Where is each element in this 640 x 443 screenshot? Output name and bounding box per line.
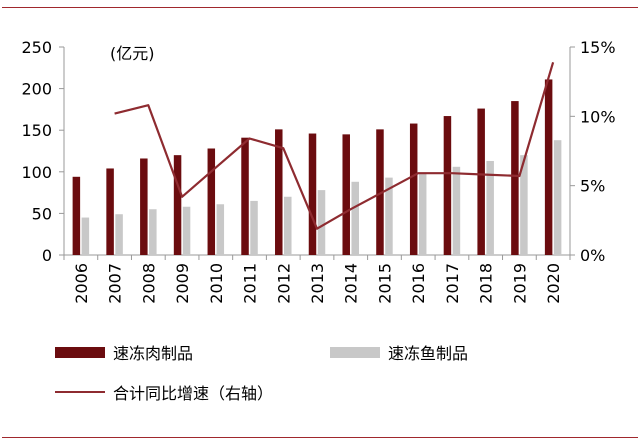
bar-fish [553, 140, 562, 255]
growth-line-layer [114, 61, 555, 230]
y-left-tick-label: 100 [21, 163, 52, 182]
x-tick-label: 2007 [106, 263, 125, 304]
x-tick-label: 2018 [477, 263, 496, 304]
bottom-rule [2, 437, 638, 438]
bar-fish [452, 166, 461, 255]
bar-fish [149, 209, 157, 255]
bar-meat [241, 137, 249, 255]
bar-fish [250, 200, 258, 255]
legend-label-growth: 合计同比增速（右轴） [113, 384, 274, 403]
legend-item-growth: 合计同比增速（右轴） [55, 380, 273, 404]
bar-fish [486, 160, 494, 255]
growth-line [114, 61, 555, 230]
y-right-tick-label: 10% [580, 107, 616, 126]
x-tick-label: 2017 [443, 263, 462, 304]
bar-meat [443, 116, 452, 255]
legend-label-meat: 速冻肉制品 [113, 344, 194, 363]
bar-meat [511, 101, 519, 255]
bar-meat [207, 148, 216, 255]
bar-fish [115, 214, 123, 255]
x-tick-label: 2006 [72, 263, 91, 304]
bar-meat [72, 176, 81, 255]
bar-meat [173, 155, 182, 255]
bar-fish [216, 204, 225, 255]
legend-swatch-fish [330, 346, 380, 358]
bar-meat [275, 129, 283, 255]
x-tick-label: 2020 [544, 263, 563, 304]
y-left-tick-label: 0 [42, 246, 52, 265]
x-tick-label: 2008 [139, 263, 158, 304]
y-right-tick-label: 0% [580, 246, 605, 265]
x-tick-label: 2014 [342, 263, 361, 304]
legend-swatch-growth [55, 391, 105, 393]
tick-labels: 0 50 100 150 200 250 0% 5% 10% 15% 2006 2007 2008 200… [21, 38, 615, 304]
x-tick-label: 2012 [274, 263, 293, 304]
bar-fish [182, 206, 191, 255]
bar-fish [418, 172, 427, 255]
legend-item-meat: 速冻肉制品 [55, 340, 193, 364]
x-tick-label: 2010 [207, 263, 226, 304]
bar-meat [409, 123, 418, 255]
bar-fish [385, 177, 393, 255]
y-left-tick-label: 200 [21, 80, 52, 99]
legend-swatch-meat [55, 346, 105, 358]
y-left-tick-label: 50 [32, 204, 52, 223]
x-tick-label: 2016 [409, 263, 428, 304]
bar-meat [376, 129, 384, 255]
bar-fish [284, 196, 292, 255]
bar-meat [140, 158, 148, 255]
bar-meat [477, 108, 485, 256]
bar-meat [106, 168, 114, 255]
x-tick-label: 2015 [375, 263, 394, 304]
y-right-tick-label: 15% [580, 38, 616, 57]
bar-fish [520, 155, 528, 255]
x-tick-label: 2011 [241, 263, 260, 304]
bar-meat [308, 133, 317, 255]
y-left-tick-label: 250 [21, 38, 52, 57]
axes [59, 46, 575, 260]
y-left-tick-label: 150 [21, 121, 52, 140]
x-tick-label: 2013 [308, 263, 327, 304]
bar-meat [342, 134, 350, 255]
x-tick-label: 2019 [510, 263, 529, 304]
legend-label-fish: 速冻鱼制品 [388, 344, 469, 363]
top-rule [2, 7, 638, 8]
bar-fish [81, 217, 90, 255]
y-right-tick-label: 5% [580, 177, 605, 196]
unit-label: (亿元) [110, 44, 155, 63]
legend-item-fish: 速冻鱼制品 [330, 340, 468, 364]
bar-fish [317, 190, 326, 255]
bar-meat [544, 79, 553, 255]
bar-fish [351, 181, 359, 255]
x-tick-label: 2009 [173, 263, 192, 304]
bars [72, 79, 562, 256]
